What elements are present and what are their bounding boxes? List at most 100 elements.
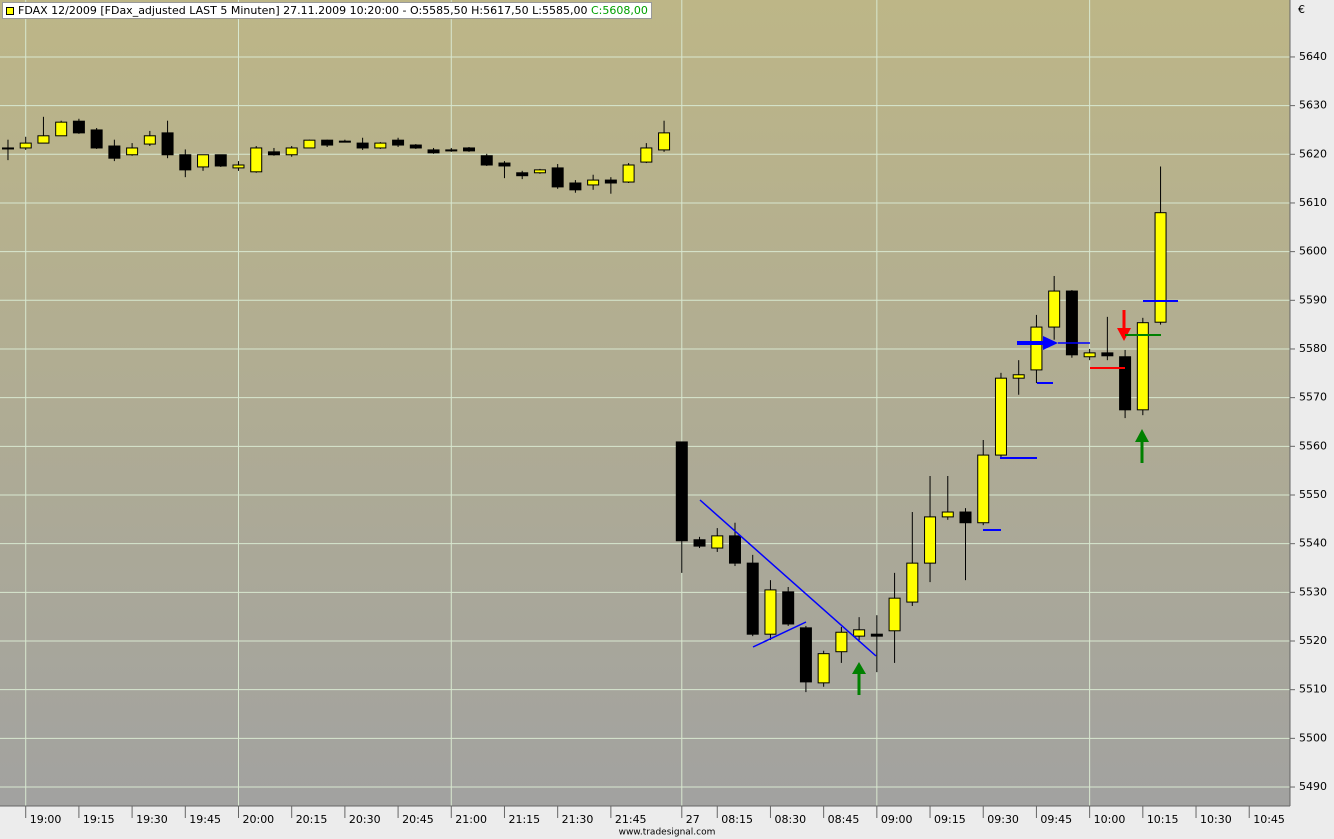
axes: 5490 5500 5510 5520 5530 5540 5550 5560 5570 5580…	[25, 50, 1327, 826]
y-tick-label: 5640	[1299, 50, 1327, 63]
candle-body	[72, 120, 85, 134]
x-tick-label: 27	[686, 813, 700, 826]
candle-body	[1065, 290, 1078, 356]
y-tick-label: 5560	[1299, 439, 1327, 452]
drawings	[699, 300, 1178, 695]
x-tick-label: 09:30	[987, 813, 1019, 826]
y-tick-label: 5500	[1299, 731, 1327, 744]
candle-body	[480, 155, 493, 166]
candle-body	[516, 172, 529, 177]
x-tick-label: 20:00	[242, 813, 274, 826]
candle-body	[1101, 352, 1114, 357]
x-tick-label: 08:15	[721, 813, 753, 826]
candle-body	[604, 179, 617, 184]
x-tick-label: 09:45	[1040, 813, 1072, 826]
x-tick-label: 19:15	[83, 813, 115, 826]
candle-body	[746, 562, 759, 635]
y-tick-label: 5490	[1299, 780, 1327, 793]
candle-body	[853, 629, 866, 637]
candle-body	[285, 147, 298, 156]
x-tick-label: 21:30	[562, 813, 594, 826]
candle-body	[941, 511, 954, 518]
candle-body	[1012, 374, 1025, 379]
candle-body	[463, 147, 476, 152]
arrow-head	[1135, 429, 1149, 442]
candle-body	[1136, 322, 1149, 411]
candle-body	[728, 535, 741, 564]
candle-body	[675, 441, 688, 542]
candle-body	[888, 597, 901, 632]
candle-body	[764, 589, 777, 635]
candle-body	[551, 167, 564, 188]
candle-body	[693, 539, 706, 547]
plot-area	[0, 0, 1290, 806]
x-tick-label: 19:30	[136, 813, 168, 826]
candle-body	[55, 121, 68, 137]
candle-body	[1, 147, 14, 150]
candle-body	[782, 591, 795, 625]
y-tick-label: 5550	[1299, 488, 1327, 501]
candle-body	[1154, 212, 1167, 323]
x-tick-label: 09:00	[881, 813, 913, 826]
candle-body	[622, 164, 635, 183]
candle-body	[392, 139, 405, 146]
candle-body	[959, 511, 972, 524]
candle-body	[799, 627, 812, 683]
x-tick-label: 19:45	[189, 813, 221, 826]
candle-body	[338, 140, 351, 143]
x-tick-label: 08:45	[828, 813, 860, 826]
candle-body	[1048, 290, 1061, 328]
arrow-head	[852, 662, 866, 674]
y-tick-label: 5530	[1299, 585, 1327, 598]
y-tick-label: 5590	[1299, 293, 1327, 306]
candle-body	[640, 147, 653, 163]
candle-body	[232, 164, 245, 169]
x-tick-label: 10:30	[1200, 813, 1232, 826]
y-tick-label: 5610	[1299, 196, 1327, 209]
candle-body	[356, 142, 369, 149]
x-tick-label: 10:45	[1253, 813, 1285, 826]
candle-body	[906, 562, 919, 603]
x-tick-label: 20:45	[402, 813, 434, 826]
y-tick-label: 5540	[1299, 537, 1327, 550]
candle-body	[1083, 352, 1096, 358]
x-tick-label: 20:30	[349, 813, 381, 826]
y-tick-label: 5620	[1299, 147, 1327, 160]
footer: www.tradesignal.com	[619, 828, 716, 838]
header-close: C:5608,00	[590, 4, 648, 17]
candle-body	[250, 147, 263, 173]
candle-body	[303, 139, 316, 149]
candle-body	[1030, 326, 1043, 371]
header-title: FDAX 12/2009 [FDax_adjusted LAST 5 Minut…	[18, 4, 588, 17]
x-tick-label: 08:30	[774, 813, 806, 826]
candle-body	[19, 142, 32, 149]
candle-body	[179, 154, 192, 171]
candle-body	[870, 633, 883, 637]
y-tick-label: 5580	[1299, 342, 1327, 355]
candle-body	[587, 179, 600, 186]
candle-body	[1119, 356, 1132, 411]
candle-body	[214, 154, 227, 167]
y-tick-label: 5520	[1299, 634, 1327, 647]
candle-body	[445, 149, 458, 152]
candle-body	[658, 132, 671, 151]
arrow-head	[1043, 336, 1058, 350]
x-tick-label: 09:15	[934, 813, 966, 826]
candle-body	[267, 151, 280, 156]
x-tick-label: 21:45	[615, 813, 647, 826]
candle-body	[817, 653, 830, 684]
candle-body	[90, 129, 103, 149]
candle-body	[533, 169, 546, 174]
x-tick-label: 21:15	[508, 813, 540, 826]
candles	[1, 116, 1167, 693]
currency: €	[1298, 3, 1305, 16]
y-tick-label: 5570	[1299, 391, 1327, 404]
candle-body	[924, 516, 937, 564]
candle-body	[161, 132, 174, 156]
candle-body	[108, 145, 121, 159]
candle-body	[37, 135, 50, 144]
x-tick-label: 21:00	[455, 813, 487, 826]
y-tick-label: 5600	[1299, 245, 1327, 258]
candle-body	[197, 154, 210, 168]
